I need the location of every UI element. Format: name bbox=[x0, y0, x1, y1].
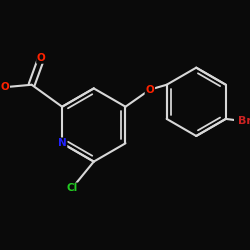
Text: Cl: Cl bbox=[66, 184, 78, 194]
Text: O: O bbox=[37, 53, 46, 63]
Text: N: N bbox=[58, 138, 66, 148]
Text: Br: Br bbox=[238, 116, 250, 126]
Text: O: O bbox=[146, 85, 154, 95]
Text: O: O bbox=[0, 82, 9, 92]
